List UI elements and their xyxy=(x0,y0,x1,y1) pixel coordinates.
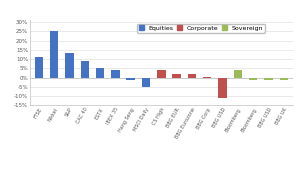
Bar xyxy=(249,78,258,80)
Bar xyxy=(218,78,227,98)
Bar xyxy=(96,67,104,78)
Bar xyxy=(234,70,242,78)
Legend: Equities, Corporate, Sovereign: Equities, Corporate, Sovereign xyxy=(137,23,265,33)
Bar xyxy=(50,31,58,78)
Bar xyxy=(203,77,211,78)
Bar xyxy=(65,53,74,78)
Bar xyxy=(111,70,120,78)
Bar xyxy=(188,74,196,78)
Bar xyxy=(264,78,273,80)
Bar xyxy=(157,70,165,78)
Bar xyxy=(126,78,135,80)
Bar xyxy=(280,78,288,80)
Bar xyxy=(81,61,89,78)
Bar xyxy=(173,74,181,78)
Bar xyxy=(35,57,43,78)
Bar xyxy=(142,78,150,87)
